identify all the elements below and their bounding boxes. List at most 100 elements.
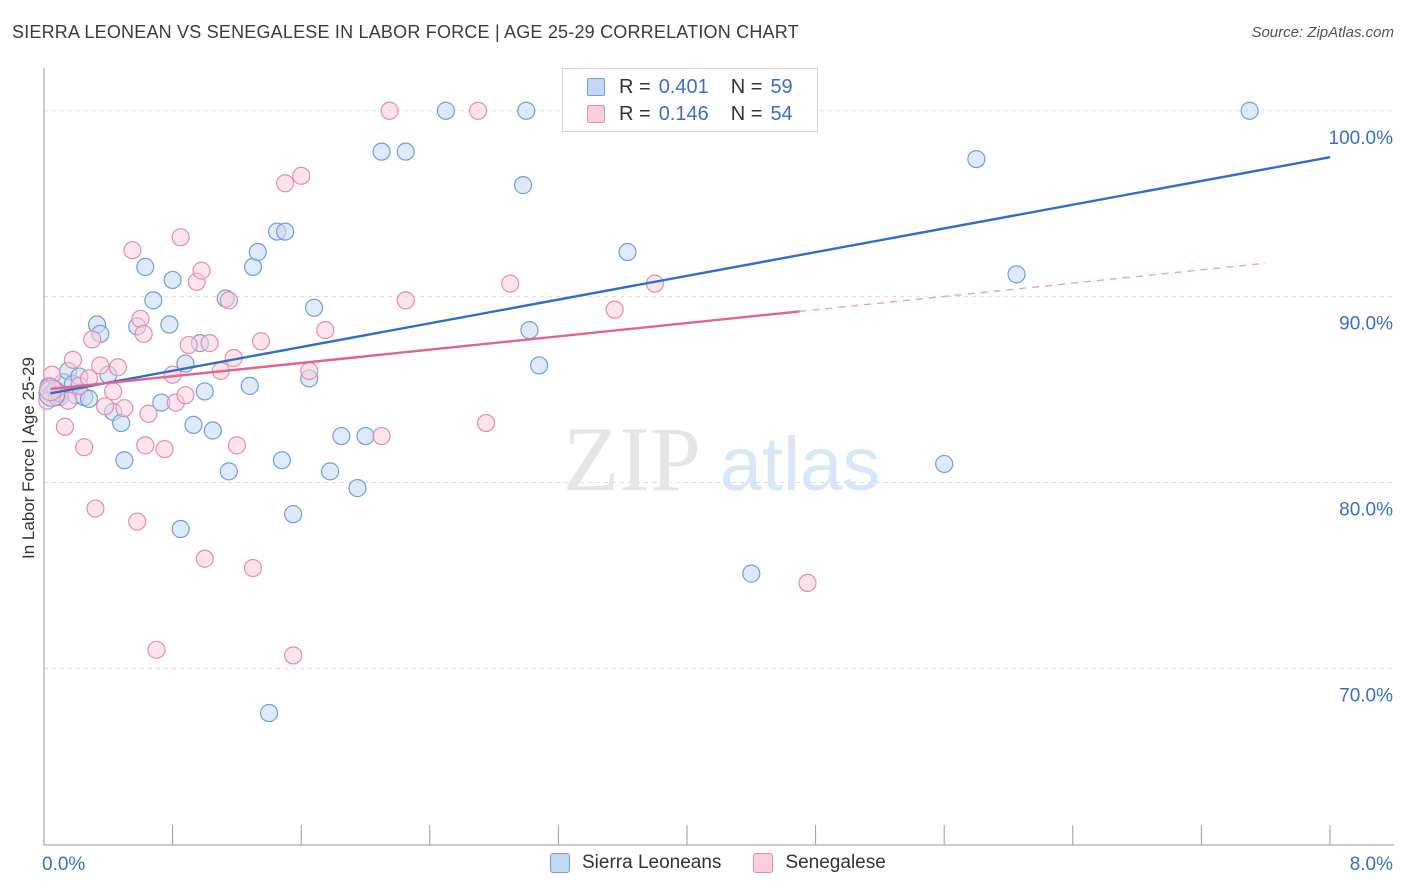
- senegalese-point-41: [316, 321, 335, 340]
- sierra-leoneans-point-34: [259, 703, 279, 723]
- senegalese-point-18: [131, 309, 150, 329]
- axes: [43, 68, 1394, 846]
- senegalese-point-33: [219, 291, 238, 310]
- senegalese-point-35: [243, 558, 263, 578]
- sierra-leoneans-point-16: [115, 451, 134, 470]
- legend-label-senegalese: Senegalese: [785, 852, 886, 873]
- senegalese-point-30: [195, 549, 214, 568]
- watermark: ZIP atlas: [563, 408, 880, 510]
- senegalese-cluster-point: [38, 377, 63, 402]
- sierra-leoneans-point-40: [304, 298, 324, 317]
- senegalese-point-8: [75, 438, 94, 457]
- y-tick-label-90: 90.0%: [1339, 314, 1393, 335]
- senegalese-point-43: [380, 101, 399, 120]
- senegalese-point-12: [95, 397, 115, 416]
- sierra-leoneans-point-41: [321, 462, 340, 481]
- senegalese-point-40: [300, 361, 319, 381]
- sierra-leoneans-legend-swatch: [550, 853, 570, 873]
- y-tick-label-70: 70.0%: [1339, 685, 1393, 706]
- sierra-leoneans-point-58: [1007, 265, 1026, 284]
- sierra-leoneans-point-19: [144, 291, 163, 310]
- sierra-leoneans-point-10: [79, 389, 99, 408]
- senegalese-point-21: [147, 640, 166, 659]
- senegalese-trend-line-extension: [799, 262, 1266, 313]
- senegalese-point-47: [501, 274, 520, 293]
- senegalese-point-44: [396, 291, 415, 310]
- sierra-leoneans-point-30: [219, 462, 238, 481]
- senegalese-point-52: [134, 324, 153, 343]
- senegalese-point-20: [139, 404, 158, 423]
- senegalese-trend-line: [50, 310, 800, 391]
- senegalese-legend-swatch: [753, 853, 774, 873]
- n-label: N =: [730, 102, 763, 125]
- senegalese-point-17: [128, 512, 147, 531]
- sierra-leoneans-point-27: [195, 382, 214, 401]
- sierra-leoneans-point-38: [284, 505, 303, 524]
- trend-lines: [50, 156, 1331, 395]
- legend-item-senegalese[interactable]: Senegalese: [753, 852, 886, 874]
- tick-labels: 100.0% 90.0% 80.0% 70.0% 0.0% 8.0%: [42, 128, 1393, 875]
- n-value-senegalese: 54: [770, 102, 793, 125]
- senegalese-point-37: [276, 174, 295, 193]
- sierra-leoneans-swatch: [587, 78, 605, 96]
- senegalese-point-10: [83, 330, 102, 349]
- watermark-zip: ZIP: [563, 408, 701, 510]
- sierra-leoneans-point-59: [1240, 101, 1259, 120]
- senegalese-point-29: [192, 261, 211, 280]
- sierra-leoneans-point-47: [436, 101, 455, 120]
- sierra-leoneans-point-31: [240, 376, 259, 395]
- senegalese-point-11: [86, 499, 105, 518]
- senegalese-point-5: [59, 391, 78, 410]
- sierra-leoneans-point-54: [742, 564, 761, 583]
- senegalese-point-15: [115, 399, 134, 418]
- sierra-leoneans-trend-line: [50, 156, 1331, 395]
- sierra-leoneans-point-45: [372, 142, 391, 161]
- senegalese-point-39: [292, 166, 311, 185]
- sierra-leoneans-point-48: [513, 176, 533, 195]
- senegalese-point-27: [179, 335, 198, 355]
- n-label: N =: [730, 75, 763, 98]
- legend-label-sierra-leoneans: Sierra Leoneans: [582, 852, 722, 873]
- sierra-leoneans-point-15: [112, 413, 131, 433]
- n-value-sierra-leoneans: 59: [770, 75, 793, 98]
- senegalese-point-16: [123, 241, 142, 260]
- senegalese-point-26: [176, 386, 195, 405]
- senegalese-point-53: [227, 436, 246, 455]
- sierra-leoneans-point-56: [935, 454, 954, 474]
- sierra-leoneans-point-52: [618, 242, 637, 262]
- series-legend: Sierra Leoneans Senegalese: [550, 852, 918, 874]
- r-value-senegalese: 0.146: [658, 102, 709, 125]
- sierra-leoneans-point-42: [332, 426, 351, 446]
- senegalese-point-13: [104, 382, 123, 401]
- senegalese-point-46: [476, 413, 496, 433]
- chart-source: Source: ZipAtlas.com: [1251, 24, 1394, 41]
- sierra-leoneans-point-43: [348, 479, 367, 498]
- x-tick-label-0: 0.0%: [42, 854, 85, 875]
- senegalese-point-25: [171, 228, 190, 247]
- senegalese-point-51: [91, 356, 110, 375]
- sierra-leoneans-point-51: [530, 356, 549, 375]
- senegalese-point-50: [798, 573, 817, 593]
- sierra-leoneans-point-57: [967, 149, 986, 169]
- senegalese-point-14: [108, 358, 128, 377]
- senegalese-point-42: [372, 426, 391, 446]
- sierra-leoneans-point-21: [160, 315, 179, 334]
- sierra-leoneans-point-25: [184, 415, 203, 435]
- senegalese-point-4: [55, 417, 74, 436]
- sierra-leoneans-point-46: [396, 142, 415, 161]
- y-axis-label: In Labor Force | Age 25-29: [19, 357, 38, 559]
- sierra-leoneans-point-18: [136, 257, 155, 277]
- stats-legend-row-sierra-leoneans: R = 0.401 N = 59: [587, 74, 793, 100]
- sierra-leoneans-point-36: [272, 451, 292, 470]
- legend-item-sierra-leoneans[interactable]: Sierra Leoneans: [550, 852, 721, 874]
- sierra-leoneans-point-49: [517, 101, 536, 120]
- sierra-leoneans-point-50: [520, 321, 539, 340]
- stats-legend: R = 0.401 N = 59 R = 0.146 N = 54: [562, 68, 818, 132]
- senegalese-point-48: [605, 300, 624, 319]
- y-tick-label-100: 100.0%: [1329, 128, 1394, 149]
- watermark-atlas: atlas: [720, 422, 881, 507]
- senegalese-point-19: [136, 436, 155, 455]
- senegalese-point-6: [63, 350, 83, 369]
- sierra-leoneans-point-44: [356, 426, 375, 446]
